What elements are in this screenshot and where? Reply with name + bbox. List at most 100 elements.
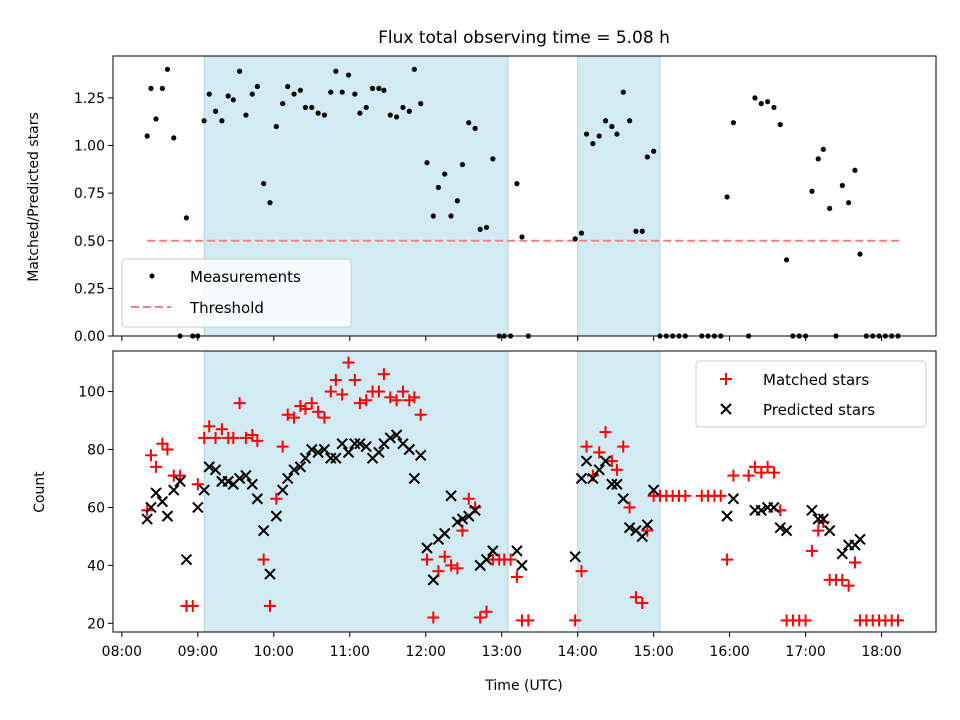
- cross-b: [445, 490, 457, 502]
- top-plot-frame: [112, 55, 937, 337]
- cross-b: [288, 464, 300, 476]
- legend-matched-stars: Matched stars: [763, 371, 869, 389]
- predicted-star-point: [203, 461, 215, 473]
- count-points: [141, 356, 905, 627]
- measurement-point: [424, 160, 430, 166]
- legend-predicted-stars: Predicted stars: [763, 401, 875, 419]
- cross-b: [611, 478, 623, 490]
- predicted-star-point: [408, 472, 421, 485]
- matched-star-point: [636, 597, 649, 610]
- y-tick-label: 100: [78, 385, 105, 401]
- measurement-point: [846, 200, 852, 206]
- measurement-point: [583, 131, 590, 137]
- measurement-point: [418, 101, 424, 107]
- measurement-point: [519, 234, 525, 240]
- cross-b: [276, 484, 289, 496]
- matched-star-point: [510, 570, 523, 583]
- measurement-point: [633, 228, 639, 234]
- measurement-point: [609, 123, 615, 130]
- matched-star-point: [403, 394, 416, 407]
- cross-b: [606, 478, 618, 490]
- x-tick-label: 12:00: [406, 644, 446, 660]
- matched-star-point: [427, 611, 440, 624]
- measurement-point: [183, 215, 190, 221]
- cross-b: [330, 452, 342, 464]
- predicted-star-point: [817, 513, 830, 525]
- measurement-point: [752, 95, 758, 101]
- matched-star-point: [679, 489, 692, 502]
- y-tick-label: 20: [87, 616, 105, 632]
- y-tick-label: 0.25: [74, 281, 105, 297]
- predicted-star-point: [288, 464, 300, 476]
- y-tick-label: 0.75: [74, 186, 105, 202]
- matched-star-point: [161, 443, 174, 456]
- x-tick-label: 14:00: [557, 644, 597, 660]
- measurement-point: [352, 91, 358, 97]
- top-x-ticks: [121, 336, 883, 341]
- cross-b: [806, 504, 818, 517]
- shaded-interval-2: [577, 350, 661, 633]
- predicted-star-point: [836, 548, 849, 560]
- matched-star-point: [580, 440, 593, 453]
- cross-b: [575, 472, 588, 485]
- predicted-star-point: [264, 568, 276, 580]
- x-tick-label: 18:00: [861, 644, 901, 660]
- measurement-point: [435, 184, 442, 191]
- cross-b: [240, 469, 252, 482]
- matched-star-point: [377, 368, 390, 381]
- matched-star-point: [144, 449, 157, 462]
- matched-star-point: [593, 446, 606, 459]
- predicted-star-point: [727, 493, 740, 505]
- measurement-point: [514, 181, 520, 187]
- matched-star-point: [251, 434, 264, 447]
- measurement-point: [381, 87, 387, 93]
- matched-star-point: [264, 599, 277, 612]
- cross-b: [233, 472, 246, 485]
- matched-star-point: [203, 420, 216, 433]
- matched-star-point: [761, 460, 774, 473]
- matched-star-point: [504, 553, 517, 566]
- matched-star-point: [324, 385, 337, 398]
- predicted-star-point: [233, 472, 246, 485]
- measurement-point: [164, 66, 171, 72]
- matched-star-point: [599, 426, 612, 439]
- cross-b: [617, 493, 629, 505]
- measurement-point: [285, 83, 291, 90]
- y-tick-label: 60: [87, 500, 105, 516]
- matched-star-point: [742, 469, 755, 482]
- matched-star-point: [610, 463, 623, 476]
- matched-star-point: [336, 388, 349, 401]
- matched-star-point: [421, 553, 434, 566]
- matched-star-point: [767, 466, 780, 479]
- predicted-star-point: [276, 484, 289, 496]
- measurement-point: [291, 91, 297, 97]
- cross-b: [251, 493, 264, 505]
- measurement-point: [448, 213, 454, 219]
- cross-b: [299, 452, 312, 464]
- bottom-legend-box: [695, 360, 927, 428]
- x-axis-label: Time (UTC): [484, 678, 562, 694]
- chart-title: Flux total observing time = 5.08 h: [378, 28, 670, 48]
- cross-b: [780, 524, 793, 537]
- measurement-point: [572, 236, 578, 242]
- cross-b: [854, 533, 866, 546]
- cross-b: [312, 446, 324, 459]
- predicted-star-point: [812, 513, 824, 525]
- cross-b: [246, 478, 258, 490]
- cross-b: [439, 527, 451, 540]
- predicted-star-point: [145, 501, 157, 514]
- measurement-point: [839, 182, 845, 189]
- cross-b: [198, 484, 210, 496]
- cross-b: [141, 513, 153, 525]
- predicted-star-point: [641, 519, 654, 531]
- bottom-shaded-intervals: [203, 350, 661, 633]
- cross-b: [306, 443, 318, 456]
- matched-star-point: [480, 605, 493, 618]
- matched-star-point: [384, 391, 397, 404]
- measurement-point: [201, 118, 207, 124]
- matched-star-point: [799, 614, 812, 627]
- predicted-star-point: [569, 550, 581, 563]
- matched-star-point: [318, 411, 331, 424]
- predicted-star-point: [403, 443, 415, 456]
- y-tick-label: 40: [87, 558, 105, 574]
